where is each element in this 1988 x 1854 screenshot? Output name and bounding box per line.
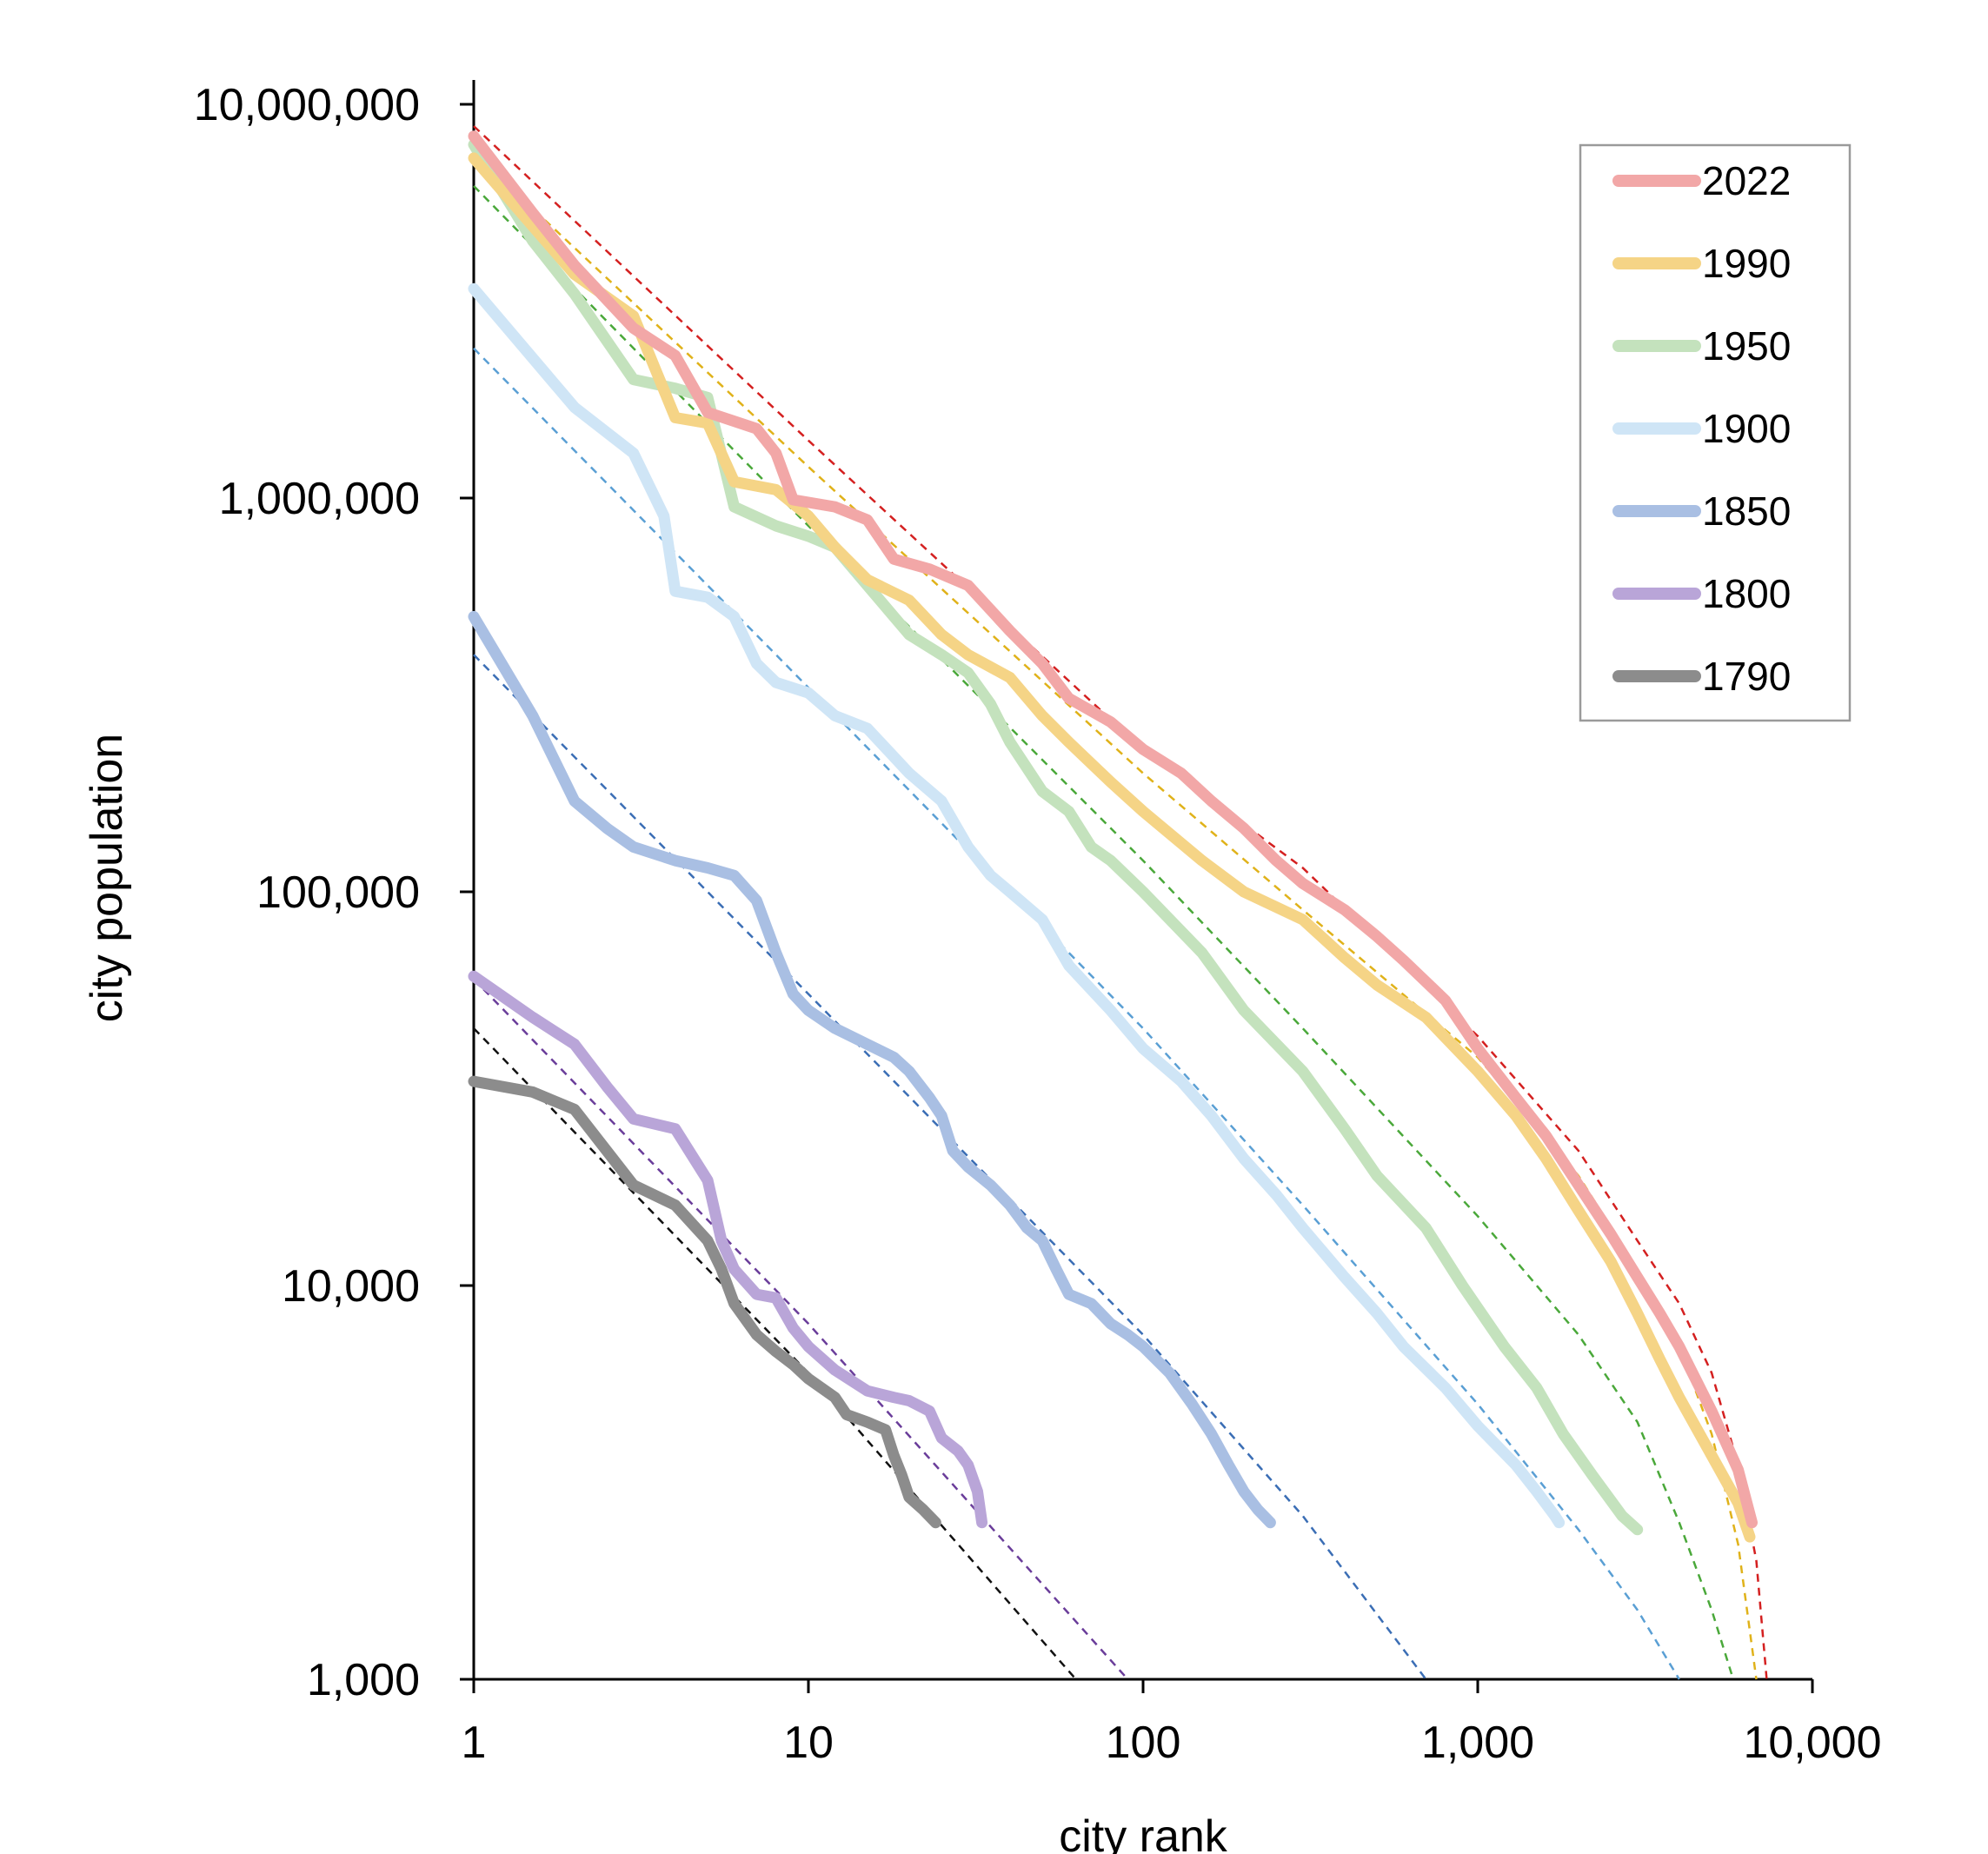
x-tick-label: 10 — [783, 1718, 834, 1768]
series-line-1790 — [468, 1075, 941, 1529]
x-tick-label: 10,000 — [1743, 1718, 1881, 1768]
x-tick-label: 100 — [1106, 1718, 1181, 1768]
series-lines — [468, 130, 1758, 1543]
legend-label-1990: 1990 — [1702, 241, 1791, 286]
axes: 1 10 100 1,000 10,000 1,00010,000100,0001,00… — [82, 80, 1882, 1854]
y-tick-label: 10,000,000 — [194, 80, 420, 130]
trend-line-1800 — [473, 978, 1129, 1680]
legend-label-1790: 1790 — [1702, 654, 1791, 699]
series-line-2022 — [468, 130, 1758, 1529]
series-line-1850 — [468, 610, 1276, 1529]
y-tick-label: 1,000 — [307, 1655, 420, 1705]
series-line-1990 — [468, 152, 1756, 1543]
legend-label-2022: 2022 — [1702, 158, 1791, 203]
y-ticks: 1,000 10,000 100,000 1,000,000 10,000,000 — [194, 80, 474, 1705]
y-tick-label: 100,000 — [256, 867, 420, 918]
x-axis-title: city rank — [1059, 1811, 1228, 1854]
legend-label-1850: 1850 — [1702, 488, 1791, 534]
y-axis-title: city population — [82, 734, 132, 1022]
series-line-1900 — [468, 282, 1566, 1529]
x-tick-label: 1,000 — [1421, 1718, 1534, 1768]
trend-line-1950 — [473, 185, 1735, 1680]
legend: 2022 1990 1950 1900 1850 1800 1790 — [1579, 143, 1852, 722]
y-tick-label: 10,000 — [282, 1261, 420, 1312]
x-tick-label: 1 — [462, 1718, 487, 1768]
y-tick-label: 1,000,000 — [219, 474, 420, 524]
legend-label-1800: 1800 — [1702, 571, 1791, 616]
legend-items: 2022 1990 1950 1900 1850 1800 1790 — [1612, 158, 1791, 699]
legend-label-1950: 1950 — [1702, 323, 1791, 369]
legend-label-1900: 1900 — [1702, 406, 1791, 451]
series-line-1800 — [468, 970, 988, 1529]
trend-line-1900 — [473, 347, 1680, 1680]
x-ticks: 1 10 100 1,000 10,000 — [462, 1679, 1882, 1768]
